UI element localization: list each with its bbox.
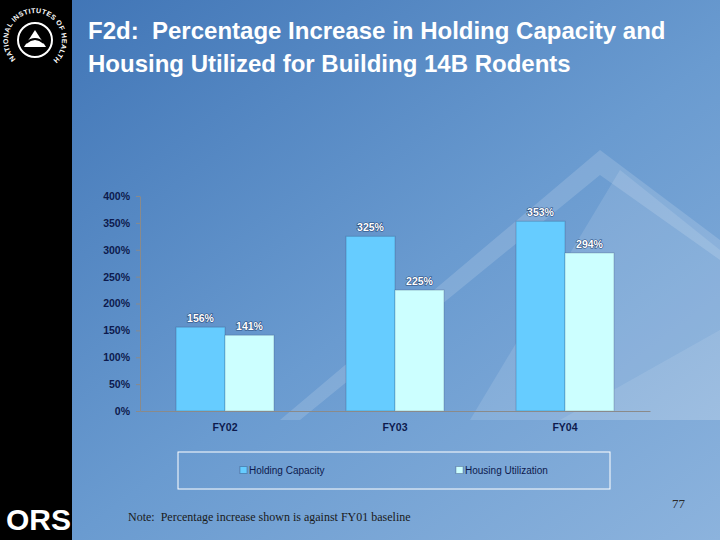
y-tick-mark <box>136 411 140 412</box>
y-tick-label: 300% <box>103 244 131 256</box>
title-line: F2d: Percentage Increase in Holding Capa… <box>88 17 666 44</box>
bar <box>346 236 395 411</box>
logo-text: NATIONAL INSTITUTES OF HEALTH <box>2 7 68 65</box>
y-axis: 0% 50% 100% 150% 200% 250% 300% 350% 400% <box>103 190 140 417</box>
logo-mark <box>24 30 46 47</box>
y-tick: 250% <box>103 270 140 282</box>
data-label: 225% <box>406 275 434 287</box>
y-tick-mark <box>136 384 140 385</box>
legend-label: Holding Capacity <box>249 465 325 476</box>
data-label: 353% <box>527 206 555 218</box>
y-tick-mark <box>136 330 140 331</box>
y-tick-mark <box>136 304 140 305</box>
page-number: 77 <box>672 496 686 511</box>
y-tick: 400% <box>103 190 140 202</box>
x-tick-label: FY03 <box>382 421 407 433</box>
bar <box>565 253 614 411</box>
x-tick: FY03 <box>382 411 407 433</box>
y-tick-mark <box>136 250 140 251</box>
y-tick-mark <box>136 196 140 197</box>
logo-ring <box>18 23 52 57</box>
background-decoration <box>280 150 720 420</box>
bar <box>225 335 274 411</box>
background <box>0 0 720 540</box>
legend-label: Housing Utilization <box>465 465 548 476</box>
title: F2d: Percentage Increase in Holding Capa… <box>88 17 666 77</box>
bar <box>395 290 444 411</box>
decor-shape <box>280 150 720 420</box>
y-tick-label: 0% <box>115 405 131 417</box>
x-tick: FY04 <box>552 411 577 433</box>
x-axis: FY02 FY03 FY04 <box>141 411 651 433</box>
y-tick-label: 200% <box>103 297 131 309</box>
data-label: 325% <box>357 221 385 233</box>
bars <box>176 221 614 411</box>
y-tick-label: 50% <box>109 378 131 390</box>
y-tick: 200% <box>103 297 140 309</box>
y-tick: 150% <box>103 324 140 336</box>
x-tick-label: FY02 <box>212 421 237 433</box>
note: Note: Percentage increase shown is again… <box>128 510 411 524</box>
y-tick: 0% <box>115 405 140 417</box>
x-tick-label: FY04 <box>552 421 577 433</box>
y-tick-label: 350% <box>103 217 131 229</box>
footer-logo-text: ORS <box>6 503 71 536</box>
data-label: 294% <box>576 238 604 250</box>
decor-shape <box>470 170 720 420</box>
bar <box>516 221 565 411</box>
data-labels: 156% 325% 353% 141% 225% 294% <box>187 206 603 332</box>
logo: NATIONAL INSTITUTES OF HEALTH <box>2 7 68 65</box>
title-line: Housing Utilized for Building 14B Rodent… <box>88 50 571 77</box>
y-tick: 300% <box>103 244 140 256</box>
bar <box>176 327 225 411</box>
data-label: 141% <box>236 320 264 332</box>
logo-mark <box>26 39 44 43</box>
y-tick-mark <box>136 223 140 224</box>
logo-text: NATIONAL INSTITUTES OF HEALTH <box>2 7 68 65</box>
y-axis-line <box>140 197 141 412</box>
legend-box <box>178 452 610 489</box>
slide: NATIONAL INSTITUTES OF HEALTH ORS F2d: Per… <box>0 0 720 540</box>
y-tick-label: 100% <box>103 351 131 363</box>
y-tick-label: 400% <box>103 190 131 202</box>
y-tick-label: 150% <box>103 324 131 336</box>
y-tick: 50% <box>109 378 140 390</box>
x-tick: FY02 <box>212 411 237 433</box>
y-tick-mark <box>136 277 140 278</box>
x-axis-line <box>141 411 651 412</box>
data-label: 156% <box>187 312 215 324</box>
y-tick: 100% <box>103 351 140 363</box>
legend-swatch <box>240 467 247 474</box>
legend-swatch <box>456 467 463 474</box>
y-tick-label: 250% <box>103 270 131 282</box>
legend: Holding Capacity Housing Utilization <box>178 452 610 489</box>
y-tick: 350% <box>103 217 140 229</box>
y-tick-mark <box>136 357 140 358</box>
side-bar <box>0 0 72 540</box>
